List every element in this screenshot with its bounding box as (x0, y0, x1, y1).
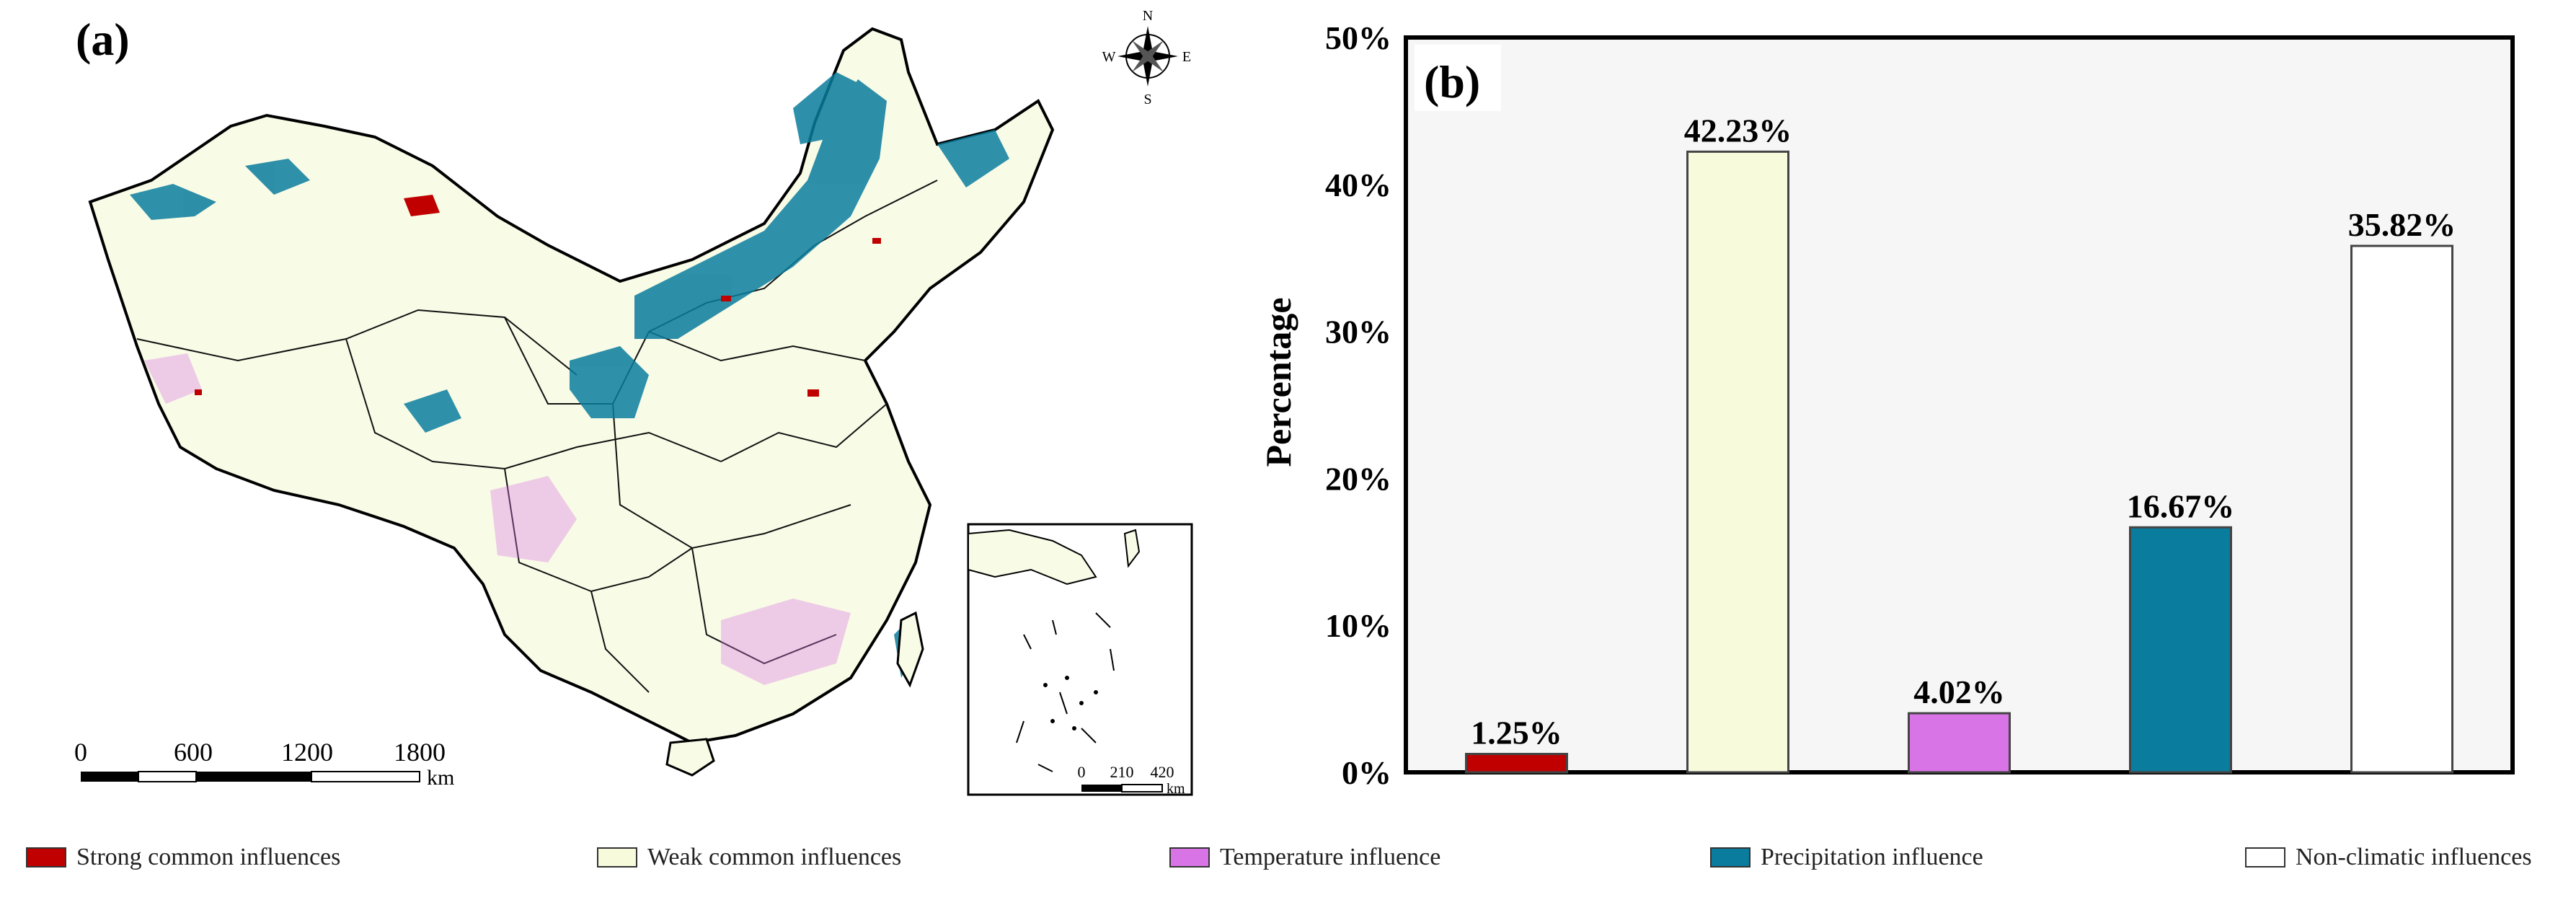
panel-b-label: (b) (1424, 56, 1480, 107)
temperature-patches (144, 353, 851, 685)
y-axis-label: Percentage (1258, 297, 1298, 467)
compass-w: W (1102, 49, 1116, 65)
y-tick-label: 30% (1325, 314, 1391, 350)
data-label-3: 16.67% (2127, 487, 2235, 524)
china-map: N S E W 0 600 1200 1800 km 0 (74, 8, 1193, 797)
legend-label-weak-common: Weak common influences (647, 844, 902, 870)
data-label-4: 35.82% (2348, 206, 2456, 243)
y-tick-label: 50% (1325, 19, 1391, 56)
compass-e: E (1182, 49, 1191, 65)
bar-chart: (b) Percentage 0% 10% 20% 30% 40% 50% 1.25% 42… (1258, 19, 2515, 791)
compass-s: S (1143, 92, 1151, 107)
panel-a-label: (a) (76, 14, 130, 65)
legend-swatch-weak-common (597, 847, 637, 868)
bar-0 (1465, 753, 1568, 774)
legend-item-precipitation: Precipitation influence (1710, 844, 1983, 871)
legend-swatch-precipitation (1710, 847, 1750, 868)
compass-rose: N S E W (1102, 8, 1192, 107)
y-tick-label: 40% (1325, 167, 1391, 203)
data-label-0: 1.25% (1471, 715, 1562, 751)
legend-swatch-strong-common (26, 847, 66, 868)
main-scale-tick-2: 1200 (281, 738, 333, 767)
y-axis-ticks: 0% 10% 20% 30% 40% 50% (1325, 19, 1391, 791)
main-scale-tick-3: 1800 (394, 738, 446, 767)
taiwan-island (896, 611, 924, 688)
legend-swatch-temperature (1169, 847, 1210, 868)
panel-b-label-bg (1415, 45, 1501, 111)
inset-scale-tick-0: 0 (1078, 763, 1086, 781)
compass-n: N (1143, 8, 1153, 24)
bar-4 (2350, 244, 2453, 774)
legend-label-temperature: Temperature influence (1220, 844, 1441, 870)
y-tick-label: 10% (1325, 607, 1391, 644)
inset-scale-tick-2: 420 (1151, 763, 1174, 781)
legend-label-precipitation: Precipitation influence (1761, 844, 1983, 870)
inset-scale-unit: km (1167, 781, 1185, 797)
legend-item-strong-common: Strong common influences (26, 844, 340, 871)
legend-label-non-climatic: Non-climatic influences (2296, 844, 2532, 870)
hainan-island (665, 738, 715, 777)
main-scale-tick-0: 0 (74, 738, 87, 767)
bar-3 (2129, 526, 2232, 774)
data-label-2: 4.02% (1913, 674, 2005, 710)
legend-item-temperature: Temperature influence (1169, 844, 1440, 871)
legend-item-weak-common: Weak common influences (597, 844, 901, 871)
y-tick-label: 0% (1342, 754, 1391, 791)
legend-item-non-climatic: Non-climatic influences (2245, 844, 2532, 871)
data-labels: 1.25% 42.23% 4.02% 16.67% 35.82% (1471, 112, 2456, 751)
legend-label-strong-common: Strong common influences (76, 844, 341, 870)
plot-area (1404, 35, 2515, 774)
legend-swatch-non-climatic (2245, 847, 2285, 868)
main-scale-unit: km (427, 766, 454, 790)
main-scale-bar: 0 600 1200 1800 km (74, 738, 454, 790)
legend: Strong common influences Weak common inf… (0, 836, 2576, 880)
bar-1 (1686, 150, 1789, 774)
inset-map: 0 210 420 km (967, 523, 1193, 797)
bars (1465, 150, 2453, 774)
province-boundaries (136, 180, 938, 693)
main-scale-tick-1: 600 (174, 738, 213, 767)
strong-common-spots (195, 195, 881, 397)
y-tick-label: 20% (1325, 460, 1391, 497)
bar-2 (1908, 712, 2011, 774)
inset-scale-tick-1: 210 (1110, 763, 1134, 781)
data-label-1: 42.23% (1684, 112, 1792, 149)
